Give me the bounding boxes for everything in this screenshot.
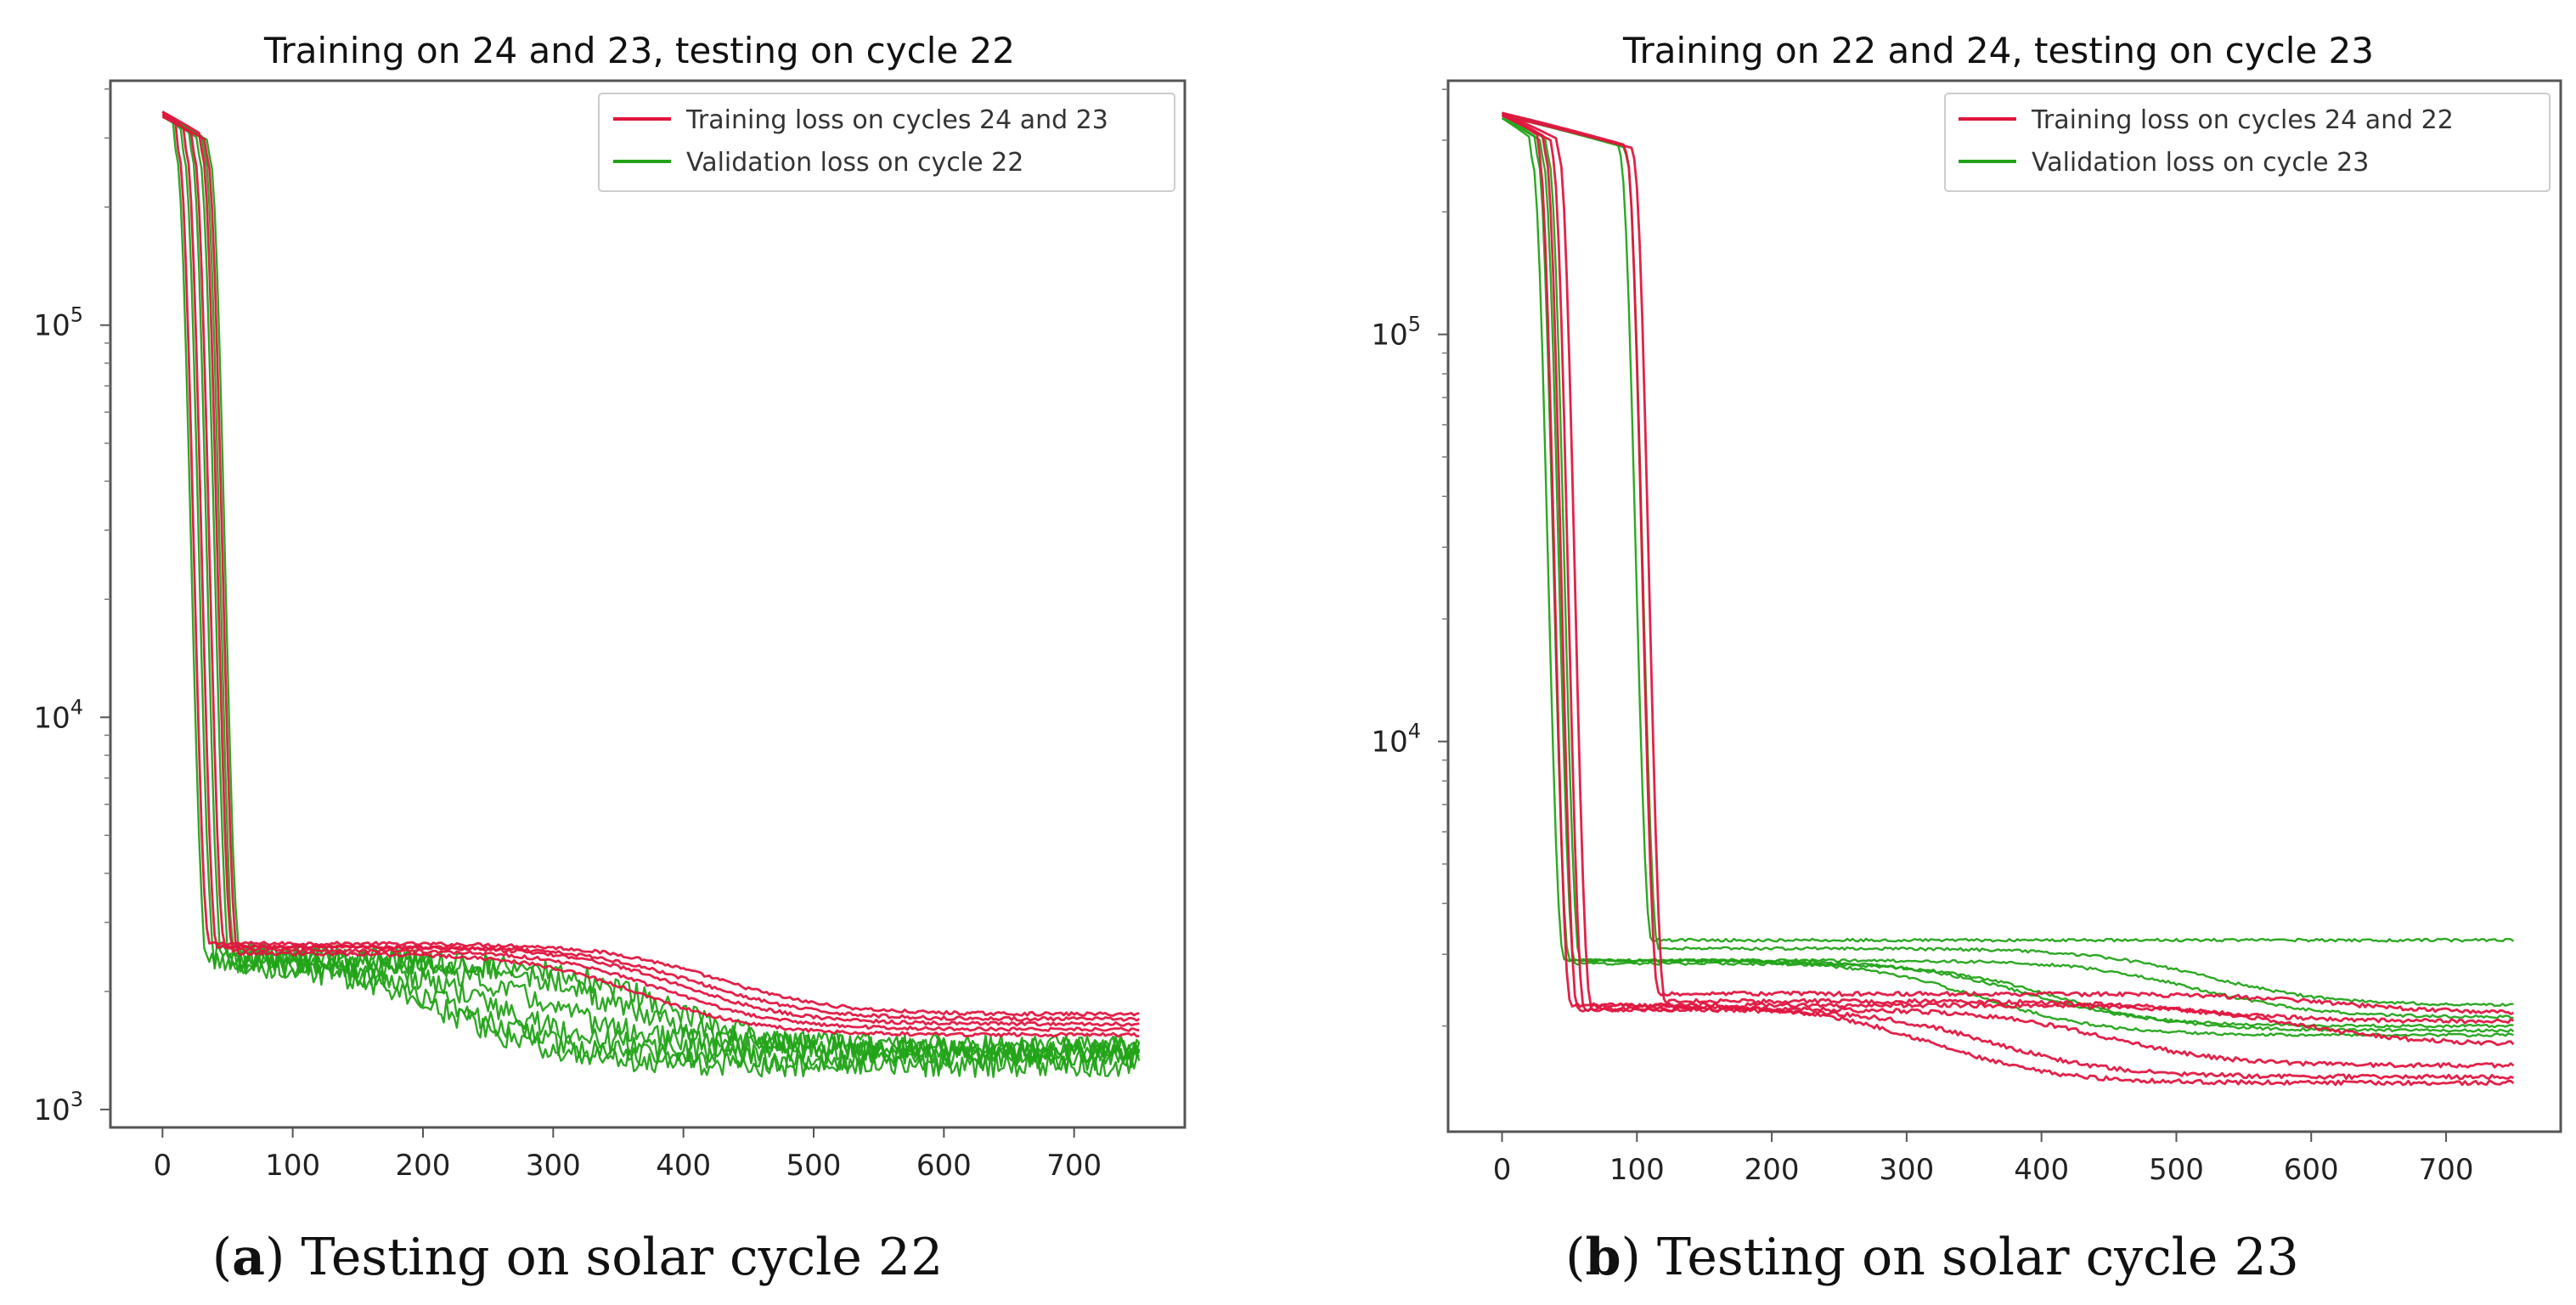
legend-b: Training loss on cycles 24 and 22 Valida…	[1944, 93, 2551, 192]
axes-a: 0 100 200 300 400 500 600 700 103 104 105	[33, 88, 1102, 1183]
y-tick-label-a: 105	[33, 303, 83, 343]
y-tick-label-a: 104	[33, 695, 83, 735]
caption-label-a: a	[232, 1228, 265, 1287]
caption-b: (b) Testing on solar cycle 23	[1565, 1228, 2299, 1287]
x-tick-label-a: 100	[265, 1149, 320, 1183]
legend-label-training-b: Training loss on cycles 24 and 22	[2031, 105, 2454, 135]
validation-loss-line-b-6	[1502, 114, 2514, 1008]
chart-title-b: Training on 22 and 24, testing on cycle …	[1622, 30, 2374, 71]
x-tick-label-a: 700	[1046, 1149, 1102, 1183]
training-loss-line-a-1	[161, 110, 1140, 1017]
validation-loss-line-a-6	[161, 116, 1141, 1078]
caption-text-b: Testing on solar cycle 23	[1657, 1228, 2299, 1287]
x-tick-label-b: 100	[1609, 1153, 1665, 1187]
x-tick-label-a: 200	[396, 1149, 451, 1183]
validation-loss-line-b-4	[1501, 114, 2514, 1020]
caption-a: (a) Testing on solar cycle 22	[212, 1228, 944, 1287]
legend-box-b	[1944, 93, 2551, 192]
series-lines-b	[1501, 111, 2515, 1087]
y-tick-label-b: 105	[1371, 313, 1421, 353]
axes-b: 0 100 200 300 400 500 600 700 104 105	[1371, 88, 2474, 1187]
x-tick-label-a: 500	[786, 1149, 842, 1183]
x-tick-label-a: 300	[526, 1149, 581, 1183]
x-tick-label-b: 600	[2284, 1153, 2339, 1187]
plot-frame-a	[109, 79, 1187, 1129]
legend-label-validation-a: Validation loss on cycle 22	[686, 148, 1023, 178]
training-loss-line-b-6	[1502, 114, 2515, 1025]
x-tick-label-b: 0	[1493, 1153, 1512, 1187]
chart-panel-a: Training on 24 and 23, testing on cycle …	[33, 30, 1187, 1287]
x-tick-label-b: 200	[1745, 1153, 1800, 1187]
validation-loss-line-b-2	[1501, 114, 2514, 1029]
validation-loss-line-b-5	[1502, 111, 2515, 943]
training-loss-line-a-4	[161, 110, 1140, 1032]
x-tick-label-a: 0	[154, 1149, 172, 1183]
chart-panel-b: Training on 22 and 24, testing on cycle …	[1371, 30, 2562, 1287]
caption-text-a: Testing on solar cycle 22	[302, 1228, 944, 1287]
training-loss-line-a-5	[161, 116, 1140, 1038]
y-tick-label-a: 103	[33, 1088, 83, 1127]
x-tick-label-a: 400	[656, 1149, 711, 1183]
training-loss-line-b-3	[1501, 114, 2515, 1069]
legend-label-training-a: Training loss on cycles 24 and 23	[685, 105, 1108, 135]
x-tick-label-b: 500	[2149, 1153, 2204, 1187]
x-tick-label-b: 700	[2419, 1153, 2474, 1187]
series-lines-a	[161, 110, 1141, 1078]
plot-frame-b	[1446, 79, 2562, 1133]
x-tick-label-a: 600	[916, 1149, 972, 1183]
y-tick-label-b: 104	[1371, 720, 1421, 760]
legend-a: Training loss on cycles 24 and 23 Valida…	[598, 93, 1175, 192]
training-loss-line-b-5	[1502, 111, 2514, 1015]
caption-label-b: b	[1586, 1228, 1621, 1287]
legend-label-validation-b: Validation loss on cycle 23	[2032, 148, 2369, 178]
training-loss-line-a-3	[161, 113, 1140, 1027]
x-tick-label-b: 300	[1879, 1153, 1934, 1187]
legend-box-a	[598, 93, 1175, 192]
x-tick-label-b: 400	[2014, 1153, 2069, 1187]
training-loss-line-b-4	[1501, 111, 2515, 1047]
chart-title-a: Training on 24 and 23, testing on cycle …	[263, 30, 1015, 71]
